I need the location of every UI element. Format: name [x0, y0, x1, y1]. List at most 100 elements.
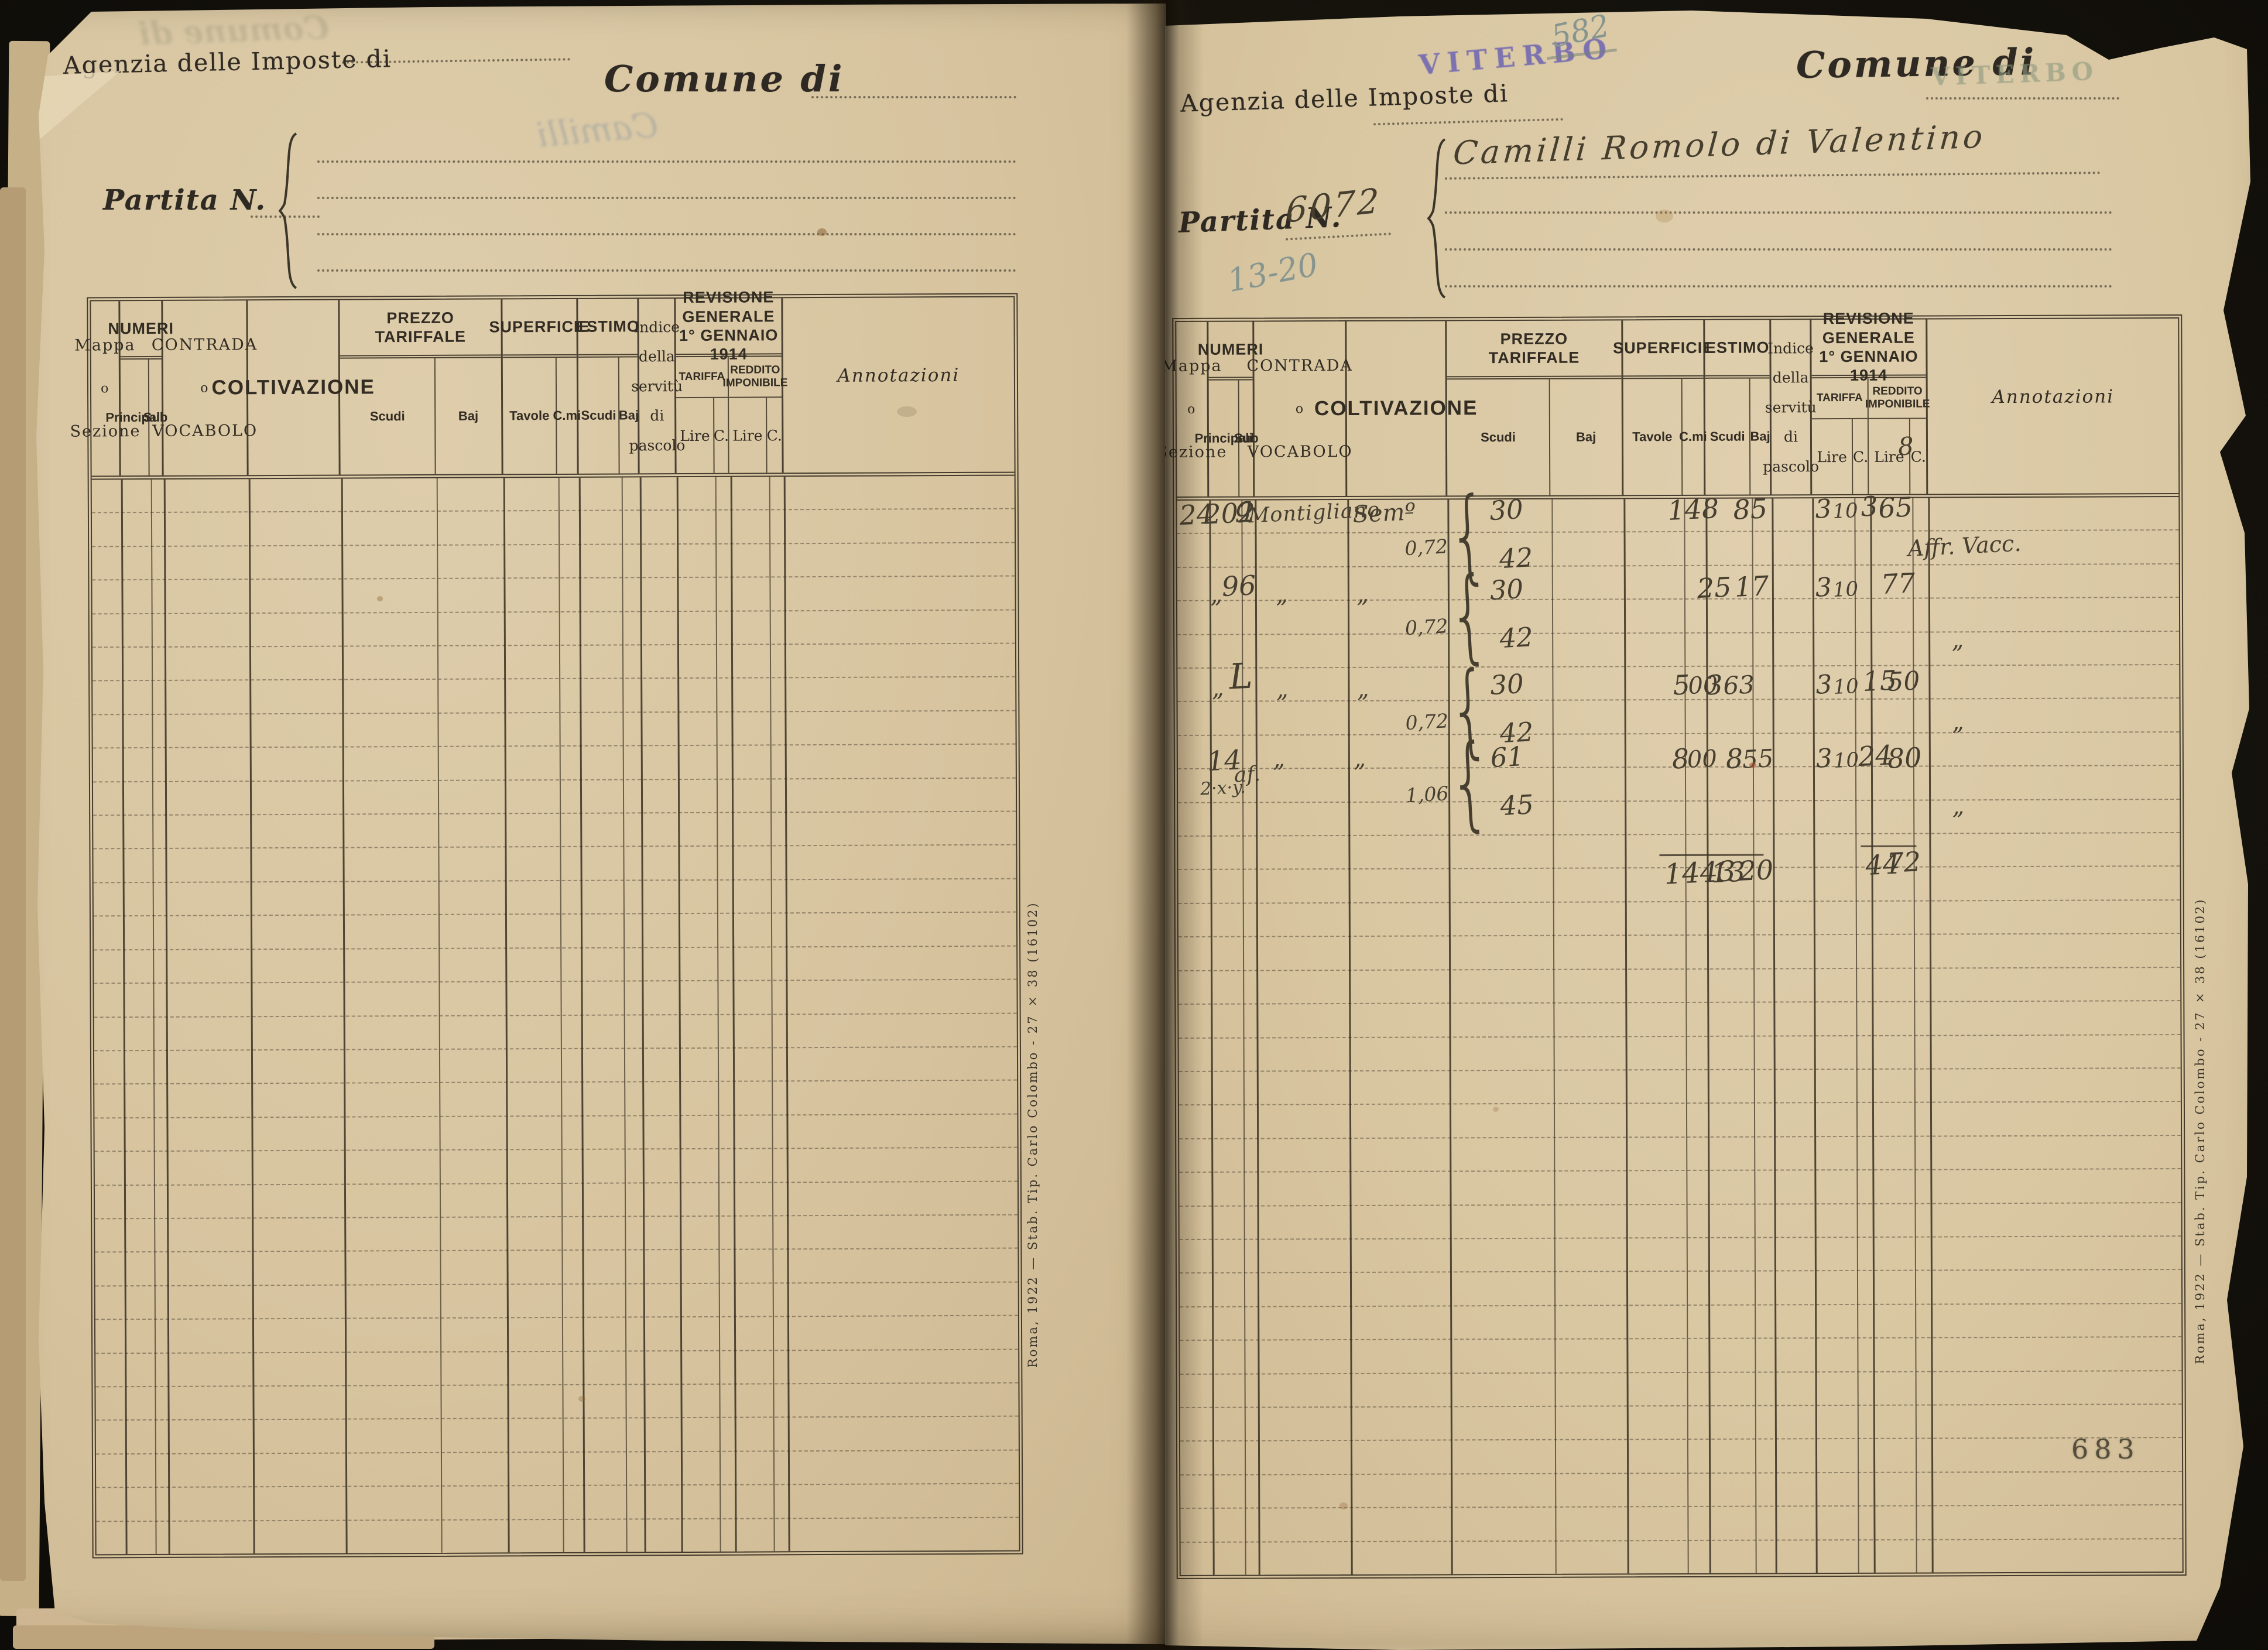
- header-label: Baj: [1575, 429, 1596, 444]
- table-row: [92, 744, 1016, 783]
- table-row: [1178, 1102, 2181, 1139]
- table-header: Mappa o Sezione NUMERI Principali Sub CONT…: [1165, 310, 2179, 501]
- table-row: [1178, 900, 2180, 938]
- table-row: [94, 1080, 1017, 1119]
- header-label: Tavole: [502, 357, 557, 474]
- header-label: Tavole: [1623, 378, 1683, 495]
- column-indice-pascolo: Indice della servitù di pascolo: [1763, 320, 1819, 495]
- header-label: TARIFFA: [1811, 378, 1869, 419]
- column-prezzo-tariffale: PREZZO TARIFFALE Scudi Baj: [340, 299, 503, 475]
- table-row: [94, 946, 1017, 984]
- header-label: della: [1772, 369, 1809, 386]
- header-label: PREZZO: [386, 309, 454, 327]
- column-superficie: SUPERFICIE Tavole C.mi: [489, 299, 590, 474]
- header-label: Scudi: [1447, 379, 1551, 496]
- dotted-line: [1445, 248, 2112, 251]
- header-label: C.: [766, 426, 783, 444]
- column-annotazioni: Annotazioni: [1927, 319, 2178, 494]
- header-label: SUPERFICIE: [1613, 320, 1714, 379]
- column-coltivazione: COLTIVAZIONE: [211, 300, 375, 475]
- dotted-line: [1445, 172, 2101, 180]
- table-row: [93, 879, 1016, 917]
- header-label: della: [638, 348, 675, 365]
- table-row: [1177, 732, 2180, 770]
- right-page: Agenzia delle Imposte di VITERBO 582 Com…: [1165, 11, 2250, 1650]
- table-row: [1180, 1471, 2183, 1509]
- header-label: di: [650, 407, 664, 425]
- header-label: pascolo: [1763, 457, 1820, 475]
- agency-label: Agenzia delle Imposte di: [1180, 79, 1509, 118]
- header-label: Indice: [633, 318, 680, 336]
- header-label: Sub: [143, 409, 168, 425]
- header-label: Lire: [729, 398, 768, 473]
- column-annotazioni: Annotazioni: [783, 297, 1014, 473]
- printer-imprint: Roma, 1922 — Stab. Tip. Carlo Colombo - …: [1026, 901, 1040, 1368]
- table-row: [94, 1047, 1017, 1085]
- column-revisione-generale: REVISIONE GENERALE 1° GENNAIO 1914 TARIFF…: [676, 289, 788, 474]
- table-row: [1180, 1505, 2183, 1543]
- header-label: o: [1187, 402, 1197, 417]
- header-label: servitù: [1765, 398, 1817, 416]
- column-superficie: SUPERFICIE Tavole C.mi: [1613, 320, 1714, 495]
- holder-name-handwriting: Camilli Romolo di Valentino: [1451, 117, 1987, 172]
- header-label: CONTRADA: [1246, 356, 1353, 375]
- folded-corner: [33, 71, 125, 141]
- table-row: [94, 1148, 1017, 1186]
- header-label: Indice: [1767, 339, 1814, 357]
- comune-label: Comune di: [604, 57, 845, 100]
- header-label: Lire: [676, 398, 715, 474]
- header-label: Lire: [1811, 419, 1854, 495]
- table-row: [95, 1350, 1019, 1388]
- column-revisione-generale: REVISIONE GENERALE 1° GENNAIO 1914 TARIFF…: [1811, 310, 1930, 495]
- header-label: TARIFFALE: [1488, 348, 1580, 367]
- table-row: [1180, 1303, 2182, 1341]
- header-label: C.: [1853, 419, 1869, 494]
- table-row: [1178, 1001, 2181, 1039]
- table-row: [1179, 1169, 2181, 1207]
- partita-number-handwriting: 6072: [1285, 180, 1382, 231]
- table-row: [1177, 497, 2179, 535]
- table-row: [95, 1248, 1018, 1287]
- header-label: servitù: [631, 377, 683, 395]
- table-row: [92, 543, 1015, 581]
- header-label: REDDITO IMPONIBILE: [722, 364, 788, 389]
- left-page: Agenzia delle Imposte di Comune di Comun…: [33, 4, 1166, 1644]
- header-label: TARIFFALE: [375, 327, 467, 346]
- header-label: ESTIMO: [575, 299, 640, 358]
- table-row: [1180, 1337, 2182, 1375]
- bleedthrough-handwriting: Camilli: [535, 105, 660, 155]
- header-label: C.mi: [553, 408, 581, 423]
- dotted-line: [1445, 285, 2112, 287]
- table-row: [92, 778, 1016, 816]
- header-label: COLTIVAZIONE: [1314, 396, 1478, 420]
- table-row: [1178, 1035, 2181, 1072]
- header-label: REVISIONE GENERALE: [1822, 309, 1915, 347]
- table-row: [92, 711, 1016, 749]
- header-label: PREZZO: [1500, 330, 1568, 348]
- header-label: Annotazioni: [837, 364, 960, 386]
- table-row: [1178, 799, 2180, 837]
- table-row: [1178, 934, 2181, 971]
- table-row: [1177, 631, 2180, 669]
- table-row: [92, 643, 1016, 682]
- table-row: [95, 1215, 1018, 1253]
- table-row: [1177, 598, 2180, 635]
- header-label: CONTRADA: [151, 335, 258, 354]
- column-numeri: NUMERI Principali Sub: [1194, 321, 1263, 497]
- table-row: [96, 1518, 1019, 1554]
- header-label: SUPERFICIE: [489, 299, 590, 358]
- header-label: di: [1783, 428, 1798, 446]
- dotted-line: [1373, 118, 1563, 126]
- column-numeri: NUMERI Principali Sub: [105, 300, 174, 476]
- table-body: [1177, 497, 2183, 1575]
- table-row: [93, 812, 1016, 850]
- page-number: 683: [2071, 1433, 2140, 1465]
- header-label: o: [200, 381, 210, 396]
- table-row: [96, 1484, 1019, 1522]
- header-label: Baj: [458, 408, 479, 423]
- page-edge-stack: [0, 187, 26, 1581]
- table-row: [94, 1182, 1018, 1220]
- header-label: Scudi: [340, 358, 436, 475]
- header-label: TARIFFA: [676, 357, 729, 398]
- table-row: [1178, 833, 2180, 871]
